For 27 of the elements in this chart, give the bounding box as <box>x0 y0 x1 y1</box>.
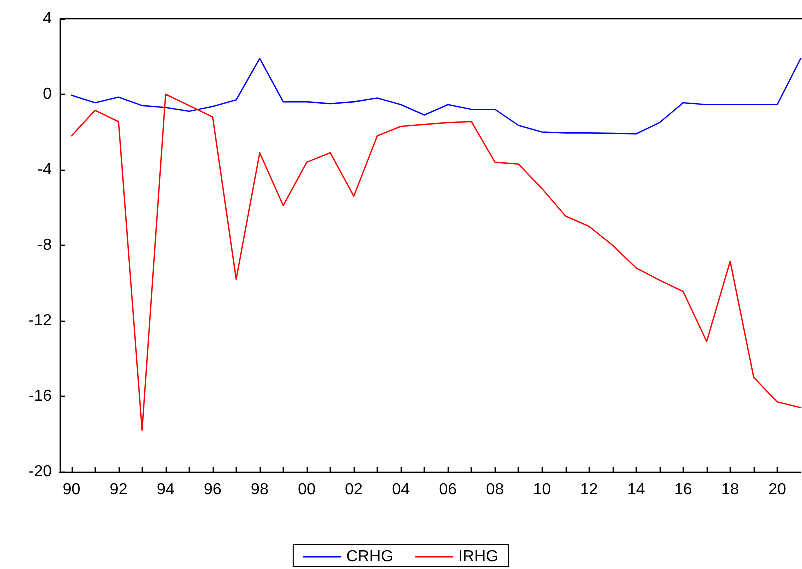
x-tick-label: 08 <box>486 482 504 498</box>
y-tick-label: -8 <box>38 237 52 254</box>
x-tick-label: 18 <box>722 482 740 498</box>
x-tick-label: 12 <box>580 482 598 498</box>
y-tick-label: 4 <box>43 10 52 28</box>
x-tick-label: 20 <box>768 482 786 498</box>
line-series <box>71 58 802 135</box>
x-tick-label: 94 <box>156 482 175 498</box>
legend-label: CRHG <box>346 548 394 566</box>
x-tick-label: 10 <box>533 482 552 498</box>
x-tick-label: 16 <box>674 482 692 498</box>
x-tick-label: 96 <box>204 482 222 498</box>
y-tick-label: -12 <box>28 312 52 330</box>
line-series <box>71 94 802 432</box>
legend-label: IRHG <box>458 548 499 566</box>
y-tick-label: -16 <box>28 388 52 405</box>
x-tick-label: 14 <box>627 482 646 498</box>
x-tick-label: 90 <box>62 482 81 498</box>
x-tick-label: 02 <box>345 482 364 498</box>
x-tick-label: 98 <box>251 482 269 498</box>
x-tick-label: 92 <box>110 482 128 498</box>
y-tick-label: -4 <box>38 162 52 178</box>
x-tick-label: 06 <box>439 482 458 498</box>
y-tick-label: -20 <box>28 464 52 480</box>
x-tick-label: 04 <box>392 482 410 498</box>
x-tick-label: 00 <box>298 482 316 498</box>
y-tick-label: 0 <box>43 86 52 103</box>
